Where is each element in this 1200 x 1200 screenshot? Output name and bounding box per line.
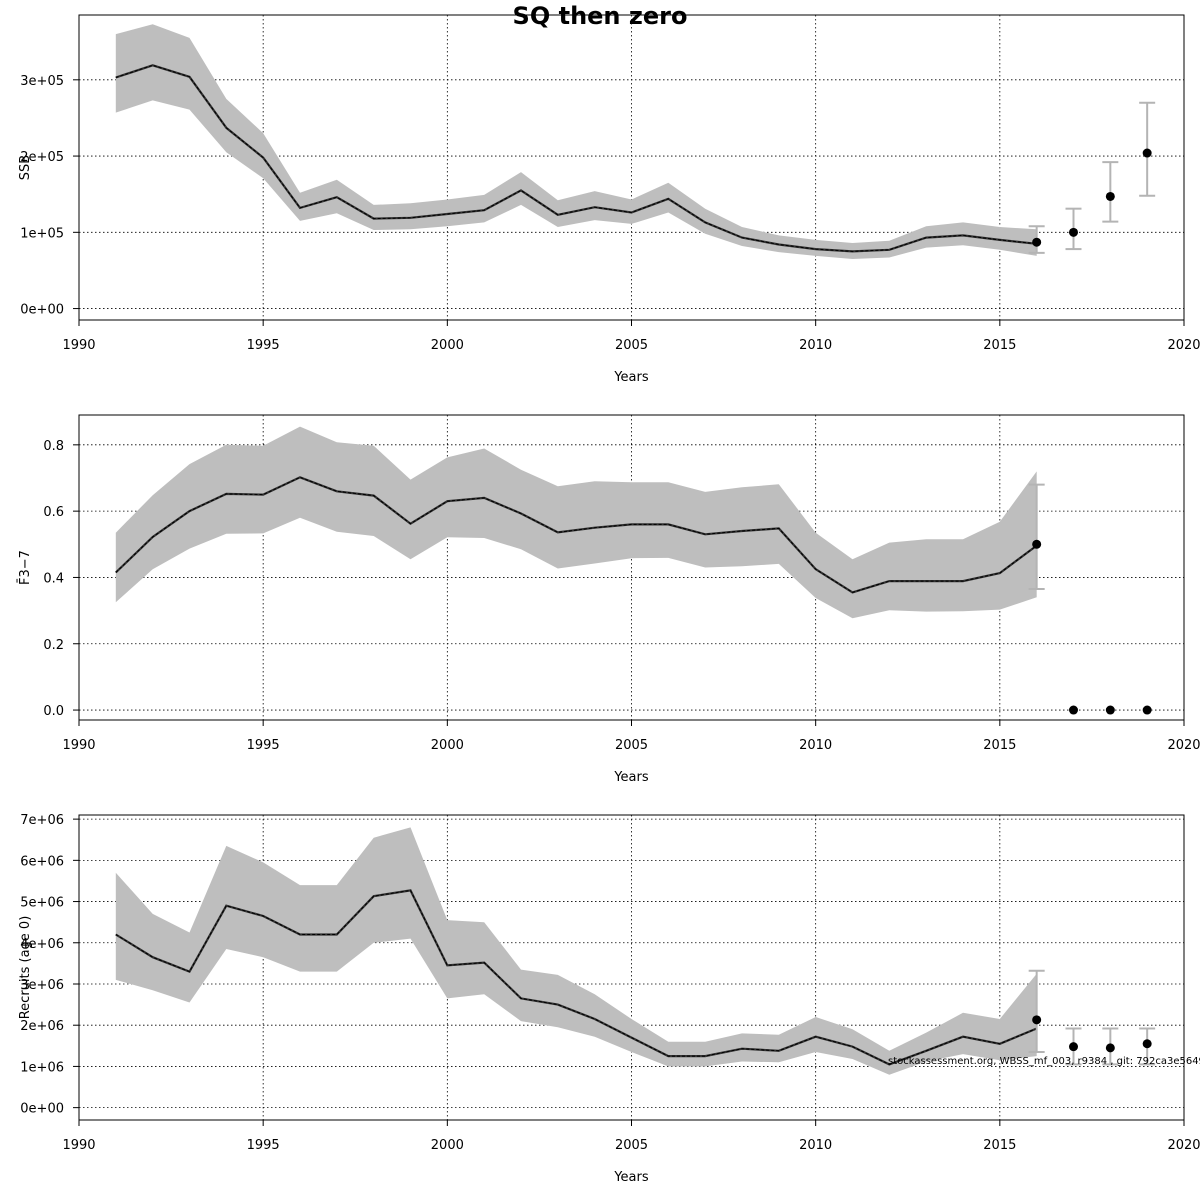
ssb-xtick-label-1995: 1995 bbox=[247, 338, 280, 353]
recruits-ytick-label-4: 4e+06 bbox=[20, 937, 64, 952]
ssb-estimate-line-dots bbox=[115, 64, 1037, 252]
recruits-xtick-label-1995: 1995 bbox=[247, 1138, 280, 1153]
fbar-xtick-label-1990: 1990 bbox=[62, 738, 95, 753]
recruits-forecast-point-2019 bbox=[1142, 1039, 1152, 1049]
ssb-confidence-band bbox=[115, 24, 1037, 260]
fbar-forecast-point-2018 bbox=[1105, 705, 1115, 715]
fbar-estimate-line-dots bbox=[115, 476, 1037, 593]
recruits-xaxis-label: Years bbox=[613, 1170, 649, 1185]
fbar-ytick-label-3: 0.6 bbox=[43, 505, 64, 520]
recruits-xtick-label-1990: 1990 bbox=[62, 1138, 95, 1153]
ssb-xtick-label-2005: 2005 bbox=[615, 338, 648, 353]
recruits-xtick-label-2010: 2010 bbox=[799, 1138, 832, 1153]
ssb-ytick-label-0: 0e+00 bbox=[20, 303, 64, 318]
recruits-ytick-label-6: 6e+06 bbox=[20, 854, 64, 869]
chart-title: SQ then zero bbox=[513, 2, 688, 30]
fbar-ytick-label-0: 0.0 bbox=[43, 704, 64, 719]
recruits-ytick-label-2: 2e+06 bbox=[20, 1019, 64, 1034]
ssb-xtick-label-2000: 2000 bbox=[431, 338, 464, 353]
fbar-xaxis-label: Years bbox=[613, 770, 649, 785]
recruits-ytick-label-1: 1e+06 bbox=[20, 1060, 64, 1075]
ssb-xtick-label-2020: 2020 bbox=[1167, 338, 1200, 353]
recruits-ytick-label-0: 0e+00 bbox=[20, 1102, 64, 1117]
recruits-yaxis-label: Recruits (age 0) bbox=[18, 916, 33, 1020]
ssb-xaxis-label: Years bbox=[613, 370, 649, 385]
ssb-yaxis-label: SSB bbox=[18, 155, 33, 180]
fbar-xtick-label-2005: 2005 bbox=[615, 738, 648, 753]
ssb-forecast-point-2018 bbox=[1105, 191, 1115, 201]
ssb-forecast-point-2019 bbox=[1142, 148, 1152, 158]
fbar-ytick-label-1: 0.2 bbox=[43, 638, 64, 653]
recruits-panel: 1990 1995 2000 2005 2010 2015 2020 0e+00 1e+06 2e… bbox=[18, 813, 1200, 1185]
fbar-forecast-point-2017 bbox=[1069, 705, 1078, 715]
recruits-xtick-label-2015: 2015 bbox=[983, 1138, 1016, 1153]
fbar-xtick-label-2020: 2020 bbox=[1167, 738, 1200, 753]
recruits-xtick-label-2005: 2005 bbox=[615, 1138, 648, 1153]
fbar-xtick-label-2015: 2015 bbox=[983, 738, 1016, 753]
ssb-xtick-label-1990: 1990 bbox=[62, 338, 95, 353]
fbar-forecast-point-2016 bbox=[1032, 539, 1042, 549]
fbar-ytick-label-4: 0.8 bbox=[43, 439, 64, 454]
recruits-confidence-band bbox=[115, 827, 1037, 1075]
ssb-xtick-label-2015: 2015 bbox=[983, 338, 1016, 353]
recruits-ytick-label-3: 3e+06 bbox=[20, 978, 64, 993]
panels: 1990 1995 2000 2005 2010 2015 2020 0e+00 1e+05 2e… bbox=[18, 14, 1200, 1185]
ssb-ytick-label-2: 2e+05 bbox=[20, 150, 64, 165]
recruits-estimate-line bbox=[115, 889, 1038, 1066]
ssb-forecast-point-2017 bbox=[1069, 227, 1078, 237]
ssb-ytick-label-3: 3e+05 bbox=[20, 74, 64, 89]
fbar-xtick-label-2000: 2000 bbox=[431, 738, 464, 753]
recruits-ytick-label-5: 5e+06 bbox=[20, 896, 64, 911]
recruits-ytick-label-7: 7e+06 bbox=[20, 813, 64, 828]
fbar-yaxis-label: F̄3−7 bbox=[18, 550, 33, 585]
footnote: stockassessment.org, WBSS_mf_003, r9384 … bbox=[888, 1056, 1200, 1067]
ssb-forecast-point-2016 bbox=[1032, 237, 1042, 247]
ssb-xtick-label-2010: 2010 bbox=[799, 338, 832, 353]
ssb-panel: 1990 1995 2000 2005 2010 2015 2020 0e+00 1e+05 2e… bbox=[18, 14, 1200, 385]
fbar-xtick-label-1995: 1995 bbox=[247, 738, 280, 753]
recruits-forecast-point-2016 bbox=[1032, 1015, 1042, 1025]
fbar-panel: 1990 1995 2000 2005 2010 2015 2020 0.0 0.2 0.4 0.6… bbox=[18, 414, 1200, 785]
ssb-ytick-label-1: 1e+05 bbox=[20, 226, 64, 241]
fbar-xtick-label-2010: 2010 bbox=[799, 738, 832, 753]
fbar-ytick-label-2: 0.4 bbox=[43, 571, 64, 586]
recruits-xtick-label-2020: 2020 bbox=[1167, 1138, 1200, 1153]
fbar-forecast-point-2019 bbox=[1142, 705, 1152, 715]
fbar-confidence-band bbox=[115, 426, 1037, 619]
recruits-xtick-label-2000: 2000 bbox=[431, 1138, 464, 1153]
recruits-forecast-point-2017 bbox=[1069, 1042, 1078, 1052]
recruits-forecast-point-2018 bbox=[1105, 1043, 1115, 1053]
